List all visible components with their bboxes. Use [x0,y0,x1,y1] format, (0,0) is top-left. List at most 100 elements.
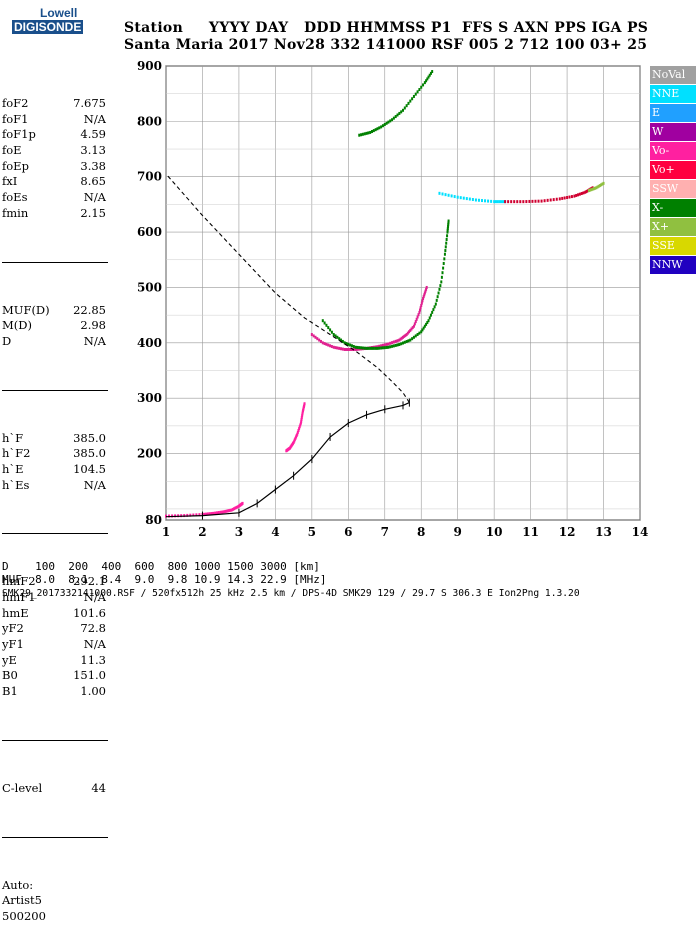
trace-point [403,334,406,338]
param-value: 385.0 [73,446,106,461]
param-value: 3.38 [80,158,106,173]
trace-point [391,344,394,348]
trace-point [402,108,404,112]
trace-point [487,199,490,203]
trace-point [314,335,317,339]
logo-lowell: Lowell [40,6,78,20]
trace-point [439,284,442,288]
divider [2,836,108,838]
trace-point [334,334,337,338]
legend-item: SSE [650,237,696,255]
trace-point [406,331,409,335]
param-row: C-level 44 [2,781,106,797]
trace-point [325,342,328,346]
param-row: h`E 104.5 [2,462,106,478]
trace-point [411,326,414,330]
trace-point [502,200,505,204]
trace-point [329,328,332,332]
trace-point [481,199,483,203]
trace-point [402,335,404,339]
profile-dashed-line [165,173,410,403]
trace-point [241,501,244,505]
trace-point [420,85,423,89]
trace-point [224,509,227,513]
autoscale-line: Artist5 [2,893,42,908]
trace-point [374,128,377,132]
trace-point [352,345,355,349]
x-tick-label: 14 [632,525,649,539]
param-row: yF2 72.8 [2,621,106,637]
trace-point [494,200,497,204]
trace-point [585,189,588,193]
trace-point [496,200,499,204]
trace-point [442,266,445,270]
trace-point [349,347,352,351]
trace-point [431,70,434,74]
x-tick-label: 4 [271,525,279,539]
param-row: h`F2 385.0 [2,446,106,462]
trace-point [398,338,401,342]
trace-point [484,199,487,203]
x-tick-label: 13 [595,525,612,539]
trace-point [380,346,383,350]
trace-point [321,341,324,345]
trace-point [219,510,222,514]
trace-point [378,346,381,350]
param-value: N/A [83,333,106,348]
trace-point [376,346,379,350]
divider [2,389,108,391]
trace-point [447,221,450,225]
trace-point [407,101,410,105]
trace-point [424,289,427,293]
param-value: 1.00 [80,684,106,699]
trace-point [540,199,543,203]
trace-point [400,336,403,340]
ionogram-chart: 1 2 3 4 5 6 7 8 9 10 11 12 13 14802003004005006007008… [137,59,649,539]
trace-point [590,188,593,192]
trace-point [519,200,522,204]
trace-point [310,333,313,337]
trace-point [407,339,410,343]
trace-point [217,511,220,515]
trace-point [392,340,395,344]
param-row: foF1p 4.59 [2,127,106,143]
divider [2,261,108,263]
trace-point [298,427,301,431]
trace-point [210,512,213,516]
trace-point [415,317,418,321]
trace-point [338,337,341,341]
trace-point [300,417,303,421]
autoscale-info: Auto: Artist5 500200 [2,878,110,925]
trace-point [343,347,346,351]
param-label: h`E [2,461,24,476]
trace-point [349,343,352,347]
trace-point [592,187,595,191]
trace-point [358,133,361,137]
trace-point [412,335,415,339]
trace-point [372,129,375,133]
param-row: foF2 7.675 [2,96,106,112]
autoscale-line: Auto: [2,877,34,892]
trace-point [350,347,353,351]
trace-point [555,197,558,201]
param-label: hmE [2,605,29,620]
trace-point [504,200,507,204]
trace-point [378,344,381,348]
y-tick-label: 500 [137,280,162,294]
y-tick-label: 600 [137,225,162,239]
trace-point [394,339,397,343]
trace-point [411,337,414,341]
legend-item: NNE [650,85,696,103]
trace-point [303,402,306,406]
param-label: yF2 [2,621,24,636]
trace-point [422,83,425,87]
trace-point [403,106,406,110]
trace-point [417,313,420,317]
trace-point [319,339,322,343]
trace-point [601,182,604,186]
trace-point [450,194,453,198]
trace-point [236,505,239,509]
param-value: N/A [83,477,106,492]
trace-point [513,200,516,204]
trace-point [445,237,448,241]
